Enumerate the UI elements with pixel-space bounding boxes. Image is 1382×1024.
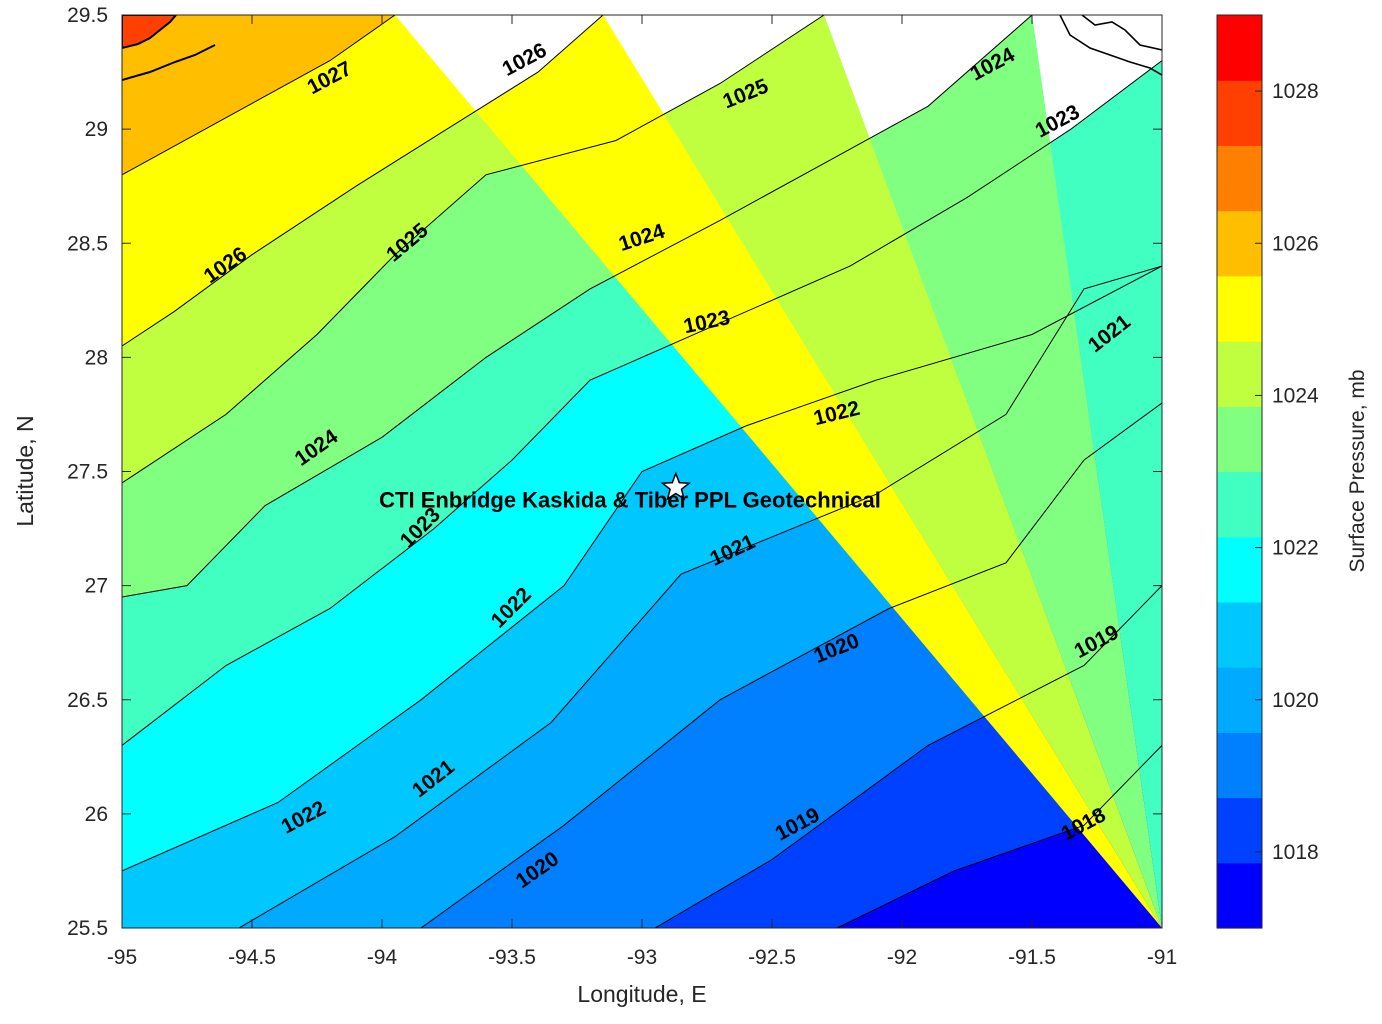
y-tick-label: 26 xyxy=(85,803,108,826)
colorbar-segment xyxy=(1217,667,1262,733)
isobar-1024 xyxy=(122,15,1033,598)
x-tick-label: -95 xyxy=(107,946,137,969)
colorbar-segment xyxy=(1217,15,1262,81)
colorbar-segment xyxy=(1217,536,1262,603)
colorbar-title: Surface Pressure, mb xyxy=(1346,369,1369,572)
isobar-1018 xyxy=(836,745,1162,928)
y-tick-label: 26.5 xyxy=(67,689,108,712)
x-axis-ticks: -95 -94.5 -94 -93.5 -93 -92.5 -92 -91.5 -91 xyxy=(107,15,1177,969)
colorbar-tick-label: 1024 xyxy=(1272,384,1319,407)
y-tick-label: 28.5 xyxy=(67,232,108,255)
x-tick-label: -94.5 xyxy=(228,946,276,969)
isobar-1019 xyxy=(654,585,1162,928)
y-tick-label: 28 xyxy=(85,346,108,369)
y-tick-label: 27 xyxy=(85,575,108,598)
isobar-1026 xyxy=(122,15,604,347)
colorbar-segment xyxy=(1217,145,1262,212)
coastline xyxy=(122,15,1162,81)
isobar-1025 xyxy=(122,15,825,484)
colorbar-segment xyxy=(1217,471,1262,538)
site-label: CTI Enbridge Kaskida & Tiber PPL Geotech… xyxy=(379,488,881,513)
y-tick-label: 25.5 xyxy=(67,917,108,940)
y-tick-label: 29.5 xyxy=(67,4,108,27)
y-axis-ticks: 25.5 26 26.5 27 27.5 28 28.5 29 29.5 xyxy=(67,4,1162,940)
colorbar-tick-label: 1018 xyxy=(1272,841,1319,864)
x-tick-label: -91.5 xyxy=(1008,946,1056,969)
coastline-west-shore xyxy=(122,44,216,81)
colorbar-segment xyxy=(1217,797,1262,864)
x-tick-label: -93 xyxy=(627,946,657,969)
x-tick-label: -92.5 xyxy=(748,946,796,969)
fill-band-1025 xyxy=(122,15,1162,928)
x-tick-label: -93.5 xyxy=(488,946,536,969)
coastline-east-inner xyxy=(1081,15,1162,51)
isobar-1023 xyxy=(122,60,1162,746)
colorbar-segment xyxy=(1217,210,1262,277)
colorbar-tick-label: 1028 xyxy=(1272,80,1319,103)
colorbar-segment xyxy=(1217,406,1262,473)
colorbar-segment xyxy=(1217,80,1262,147)
y-tick-label: 29 xyxy=(85,118,108,141)
fill-band-1023 xyxy=(122,15,1162,928)
isobar-1022 xyxy=(122,265,1162,872)
colorbar-segment xyxy=(1217,601,1262,668)
colorbar-segment xyxy=(1217,275,1262,342)
site-star-marker xyxy=(660,471,692,501)
x-tick-label: -91 xyxy=(1147,946,1177,969)
isobar-1020 xyxy=(420,402,1162,928)
colorbar: 1018 1020 1022 1024 1026 1028 xyxy=(1216,14,1319,929)
coastline-west xyxy=(122,15,178,50)
x-axis-title: Longitude, E xyxy=(577,981,706,1007)
colorbar-tick-label: 1026 xyxy=(1272,232,1319,255)
y-axis-title: Latitude, N xyxy=(12,415,38,526)
isobar-lines xyxy=(122,15,1162,928)
fill-band-1018 xyxy=(122,585,1162,928)
colorbar-segment xyxy=(1217,732,1262,799)
colorbar-tick-label: 1020 xyxy=(1272,689,1319,712)
x-tick-label: -94 xyxy=(367,946,398,969)
site-marker-group: CTI Enbridge Kaskida & Tiber PPL Geotech… xyxy=(379,471,881,513)
fill-band-1026 xyxy=(122,15,1162,928)
colorbar-tick-label: 1022 xyxy=(1272,537,1319,560)
y-tick-label: 27.5 xyxy=(67,461,108,484)
pressure-fill-bands xyxy=(122,15,1162,928)
colorbar-segment xyxy=(1217,341,1262,407)
fill-band-1017 xyxy=(122,745,1162,928)
isobar-1021 xyxy=(238,265,1162,928)
fill-band-1027 xyxy=(122,15,1162,175)
x-tick-label: -92 xyxy=(887,946,917,969)
colorbar-frame xyxy=(1216,14,1263,929)
coastline-east xyxy=(1059,15,1162,76)
isobar-1027 xyxy=(122,15,396,176)
colorbar-segment xyxy=(1217,862,1262,929)
